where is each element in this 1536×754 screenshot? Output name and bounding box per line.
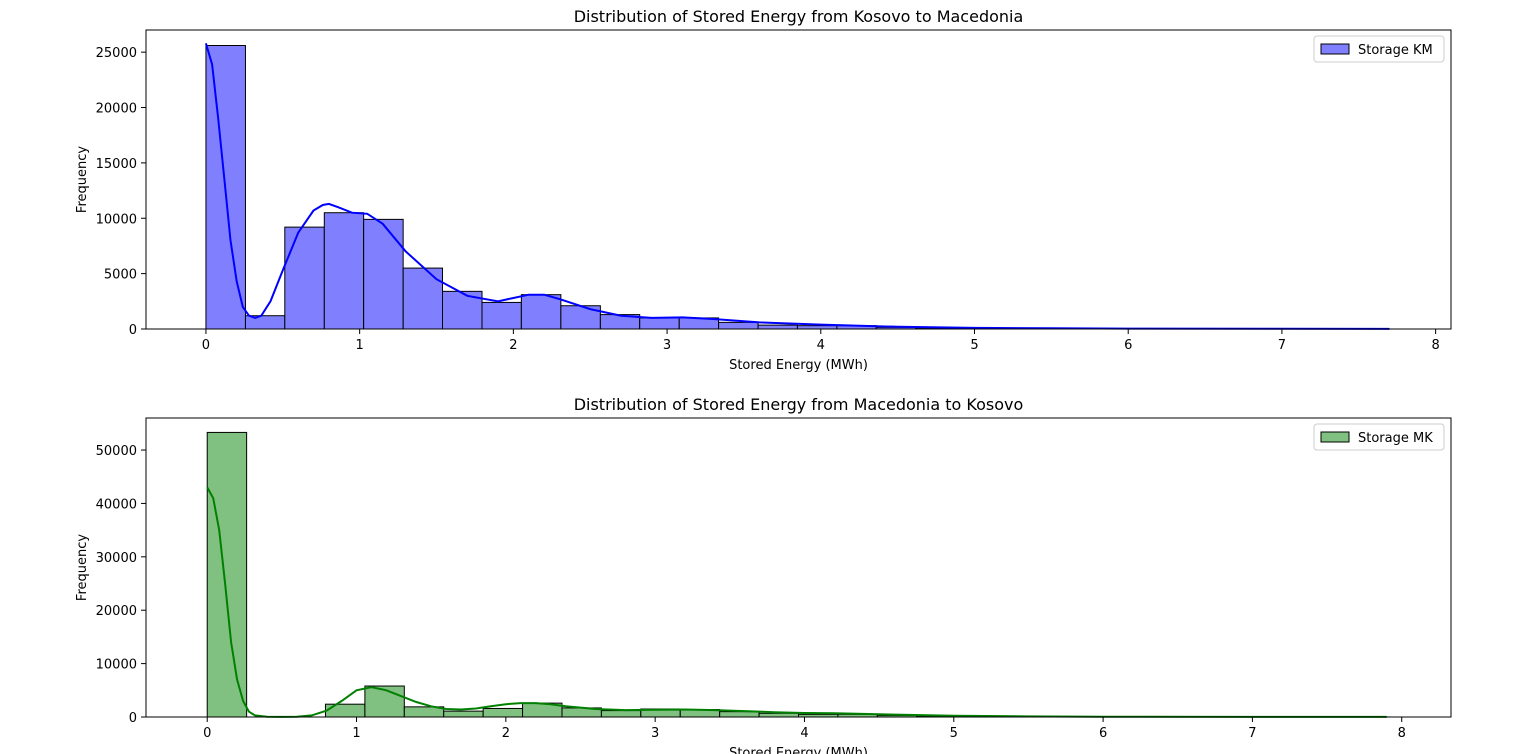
legend-swatch: [1320, 43, 1350, 55]
y-tick-label: 50000: [96, 444, 137, 459]
x-tick-label: 0: [202, 338, 210, 353]
y-tick-label: 30000: [96, 551, 137, 566]
legend-label: Storage KM: [1358, 43, 1433, 58]
plot-frame: [145, 417, 1452, 718]
histogram-bar: [324, 703, 366, 718]
legend-box: [1313, 35, 1445, 63]
histogram-bar: [364, 685, 405, 718]
x-tick-label: 7: [1278, 338, 1286, 353]
y-axis-label: Frequency: [75, 534, 90, 601]
x-tick-label: 2: [502, 726, 510, 741]
chart-title: Distribution of Stored Energy from Maced…: [574, 395, 1024, 414]
x-axis-label: Stored Energy (MWh): [729, 358, 868, 373]
histogram-bar: [284, 226, 325, 330]
x-tick-label: 8: [1398, 726, 1406, 741]
plot-frame: [145, 29, 1452, 330]
y-axis-label: Frequency: [75, 146, 90, 213]
histogram-bar: [481, 301, 522, 330]
x-tick-label: 6: [1099, 726, 1107, 741]
x-tick-label: 3: [651, 726, 659, 741]
x-tick-label: 8: [1431, 338, 1439, 353]
x-tick-label: 5: [950, 726, 958, 741]
histogram-bar: [600, 710, 642, 718]
x-tick-label: 3: [663, 338, 671, 353]
y-axis: 0 5000 10000 15000 20000 25000: [96, 46, 146, 338]
histogram-bar: [244, 315, 286, 330]
histogram-bar: [757, 324, 798, 330]
histogram-bars: [205, 45, 1390, 330]
histogram-bar: [443, 710, 484, 718]
subplot-1: Distribution of Stored Energy from Kosov…: [75, 7, 1452, 373]
x-tick-label: 5: [970, 338, 978, 353]
x-tick-label: 4: [800, 726, 808, 741]
y-axis: 0 10000 20000 30000 40000 50000: [96, 444, 146, 726]
histogram-bar: [363, 218, 404, 330]
y-tick-label: 40000: [96, 497, 137, 512]
x-tick-label: 7: [1248, 726, 1256, 741]
y-tick-label: 15000: [96, 157, 137, 172]
histogram-bar: [402, 267, 444, 330]
histogram-bar: [718, 321, 759, 330]
x-axis-label: Stored Energy (MWh): [729, 746, 868, 754]
histogram-bar: [482, 707, 524, 718]
y-tick-label: 5000: [104, 268, 137, 283]
histogram-bar: [323, 212, 365, 330]
kde-line: [206, 486, 1387, 718]
legend-swatch: [1320, 431, 1350, 443]
y-tick-label: 10000: [96, 212, 137, 227]
y-tick-label: 25000: [96, 46, 137, 61]
x-axis: 0 1 2 3 4 5 6 7 8: [202, 329, 1440, 353]
x-tick-label: 1: [352, 726, 360, 741]
chart-title: Distribution of Stored Energy from Kosov…: [574, 7, 1024, 26]
x-tick-label: 1: [356, 338, 364, 353]
y-tick-label: 10000: [96, 658, 137, 673]
histogram-bars: [206, 431, 1391, 718]
legend: Storage MK: [1313, 423, 1445, 451]
kde-line: [204, 43, 1390, 330]
x-tick-label: 4: [817, 338, 825, 353]
histogram-bar: [639, 317, 680, 330]
histogram-bar: [758, 712, 800, 718]
histogram-bar: [520, 294, 562, 330]
subplot-2: Distribution of Stored Energy from Maced…: [75, 395, 1452, 754]
y-tick-label: 0: [129, 323, 137, 338]
y-tick-label: 20000: [96, 604, 137, 619]
x-tick-label: 0: [203, 726, 211, 741]
x-tick-label: 2: [509, 338, 517, 353]
legend-label: Storage MK: [1358, 431, 1433, 446]
y-tick-label: 0: [129, 711, 137, 726]
x-tick-label: 6: [1124, 338, 1132, 353]
legend: Storage KM: [1313, 35, 1445, 63]
histogram-bar: [206, 431, 248, 718]
legend-box: [1313, 423, 1445, 451]
x-axis: 0 1 2 3 4 5 6 7 8: [203, 717, 1406, 741]
histogram-bar: [719, 711, 760, 718]
y-tick-label: 20000: [96, 102, 137, 117]
